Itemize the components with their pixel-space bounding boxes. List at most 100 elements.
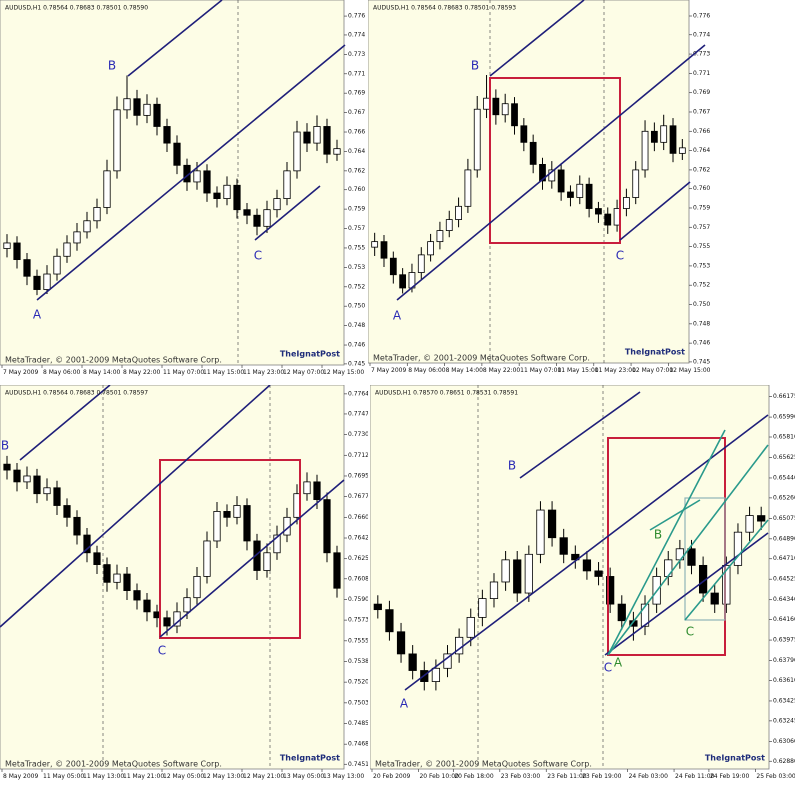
y-tick-label: 0.64340	[773, 596, 798, 603]
x-tick-label: 13 May 05:00	[283, 773, 324, 780]
candle-body	[520, 125, 528, 143]
candle-body	[103, 564, 111, 583]
candle-body	[83, 220, 91, 233]
candle-body	[548, 169, 556, 182]
y-tick-label: 0.76775	[348, 493, 373, 500]
trend-line	[607, 429, 726, 656]
y-tick-label: 0.77300	[693, 51, 718, 58]
candle-body	[385, 609, 394, 633]
watermark: TheIgnatPost	[705, 754, 765, 763]
y-tick-label: 0.65440	[773, 474, 798, 481]
candle-body	[524, 553, 533, 594]
y-tick-label: 0.75380	[348, 658, 373, 665]
x-tick-label: 24 Feb 03:00	[629, 773, 669, 780]
y-tick-label: 0.75030	[348, 303, 373, 310]
point-label: C	[254, 249, 262, 263]
candle-body	[13, 242, 21, 261]
x-tick-label: 24 Feb 19:00	[710, 773, 750, 780]
candle-body	[223, 184, 231, 199]
candle-body	[650, 130, 658, 143]
x-tick-label: 11 May 23:00	[595, 367, 636, 374]
y-tick-label: 0.75030	[693, 301, 718, 308]
point-label: A	[393, 309, 402, 323]
candle-body	[571, 553, 580, 561]
candle-body	[73, 516, 81, 536]
y-tick-label: 0.74855	[348, 720, 373, 727]
highlight-box	[684, 497, 726, 621]
y-tick-label: 0.75555	[693, 243, 718, 250]
x-tick-label: 23 Feb 11:00	[547, 773, 587, 780]
candle-body	[113, 109, 121, 172]
y-tick-label: 0.74510	[693, 358, 718, 365]
chart-panel: 0.66175 0.65990 0.65810 0.65625 0.65440 0.652…	[370, 385, 798, 782]
watermark: TheIgnatPost	[625, 348, 685, 357]
candle-body	[582, 559, 592, 572]
y-tick-label: 0.76250	[348, 167, 373, 174]
y-tick-label: 0.75380	[348, 264, 373, 271]
y-tick-label: 0.76425	[348, 148, 373, 155]
y-tick-label: 0.77125	[693, 70, 718, 77]
candle-body	[243, 505, 251, 542]
candle-body	[213, 511, 221, 542]
x-tick-label: 8 May 06:00	[408, 367, 446, 374]
y-tick-label: 0.77645	[348, 13, 373, 20]
trend-line	[36, 44, 346, 301]
candle-body	[203, 170, 211, 194]
candle-body	[445, 219, 453, 231]
y-tick-label: 0.74680	[693, 340, 718, 347]
x-tick-label: 23 Feb 03:00	[501, 773, 541, 780]
credit: MetaTrader, © 2001-2009 MetaQuotes Softw…	[375, 760, 592, 769]
x-tick-label: 8 May 14:00	[83, 369, 121, 376]
trend-line	[396, 44, 706, 301]
y-tick-label: 0.64160	[773, 616, 798, 623]
plot-area	[0, 385, 345, 770]
candle-body	[669, 125, 677, 154]
candle-body	[436, 230, 444, 243]
y-tick-label: 0.76250	[693, 166, 718, 173]
y-tick-label: 0.75730	[348, 617, 373, 624]
candle-body	[660, 125, 668, 143]
y-tick-label: 0.75380	[693, 262, 718, 269]
y-tick-label: 0.75730	[348, 225, 373, 232]
candle-body	[133, 98, 141, 116]
candle-body	[371, 241, 379, 248]
y-tick-label: 0.76425	[348, 535, 373, 542]
y-tick-label: 0.77125	[348, 452, 373, 459]
candle-body	[323, 499, 331, 554]
candle-body	[113, 573, 121, 583]
y-tick-label: 0.75905	[693, 204, 718, 211]
candle-body	[163, 617, 171, 627]
trend-line	[404, 414, 769, 691]
candle-body	[23, 475, 31, 483]
trend-line	[519, 391, 641, 479]
candle-body	[501, 559, 510, 583]
candle-body	[539, 163, 546, 182]
y-tick-label: 0.76600	[348, 129, 373, 136]
y-tick-label: 0.76250	[348, 555, 373, 562]
y-tick-label: 0.76950	[693, 89, 718, 96]
candle-body	[193, 170, 201, 183]
x-tick-label: 11 May 13:00	[83, 773, 124, 780]
y-tick-label: 0.76775	[693, 108, 718, 115]
x-tick-label: 8 May 22:00	[123, 369, 161, 376]
candle-body	[253, 540, 261, 571]
candle-body	[253, 214, 261, 227]
candle-body	[427, 241, 434, 256]
x-tick-label: 8 May 22:00	[483, 367, 521, 374]
y-tick-label: 0.64890	[773, 535, 798, 542]
candle-body	[745, 515, 754, 533]
chart-panel: 0.77645 0.77475 0.77300 0.77125 0.76950 0.767…	[0, 0, 373, 378]
x-tick-label: 7 May 2009	[371, 367, 406, 374]
y-tick-label: 0.75030	[348, 699, 373, 706]
candle-body	[547, 509, 557, 539]
point-label: C	[616, 249, 624, 263]
x-tick-label: 7 May 2009	[3, 369, 38, 376]
candle-body	[83, 534, 91, 554]
candle-body	[293, 131, 301, 172]
y-tick-label: 0.76775	[348, 109, 373, 116]
candle-body	[233, 184, 241, 211]
candle-body	[710, 592, 719, 605]
credit: MetaTrader, © 2001-2009 MetaQuotes Softw…	[5, 356, 222, 365]
candle-body	[323, 126, 331, 155]
candle-body	[123, 573, 131, 591]
